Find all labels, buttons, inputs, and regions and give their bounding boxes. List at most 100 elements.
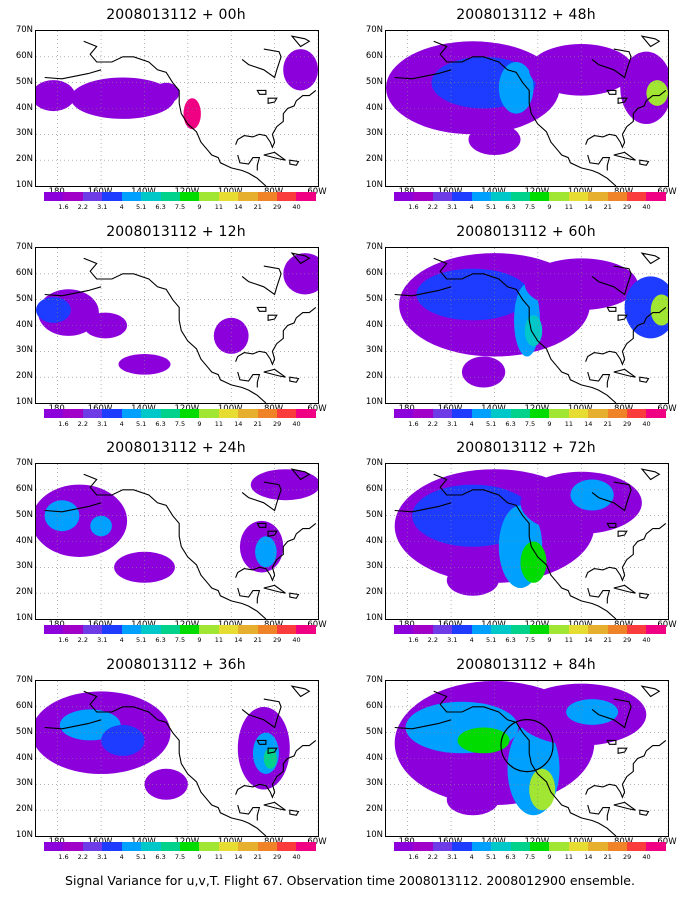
coastline xyxy=(587,371,611,388)
colorbar-segment xyxy=(568,625,589,634)
variance-contour xyxy=(566,699,619,725)
colorbar-label: 3.1 xyxy=(447,420,458,428)
colorbar-label: 4 xyxy=(469,420,474,428)
colorbar-labels: 1.6 2.2 3.1 4 5.1 6.3 7.5 9 11 14 21 29 40 xyxy=(44,636,316,646)
coastline xyxy=(394,286,452,297)
colorbar-label: 14 xyxy=(234,420,243,428)
colorbar-segment xyxy=(627,409,647,418)
lat-tick-label: 70N xyxy=(15,458,33,468)
colorbar-segment xyxy=(452,192,472,201)
coastline xyxy=(256,89,267,95)
map-frame xyxy=(385,680,669,837)
coastline xyxy=(606,89,617,95)
colorbar-label: 40 xyxy=(292,420,301,428)
colorbar-label: 5.1 xyxy=(485,853,497,861)
colorbar-segment xyxy=(63,192,83,201)
coastline xyxy=(267,97,278,104)
lat-tick-label: 10N xyxy=(365,613,383,623)
coastline xyxy=(617,97,628,104)
colorbar-label: 3.1 xyxy=(97,203,108,211)
colorbar-label: 29 xyxy=(273,203,282,211)
colorbar-segment xyxy=(432,409,453,418)
panel-title: 2008013112 + 24h xyxy=(106,440,246,456)
colorbar-segment xyxy=(452,842,472,851)
colorbar-segment xyxy=(549,842,569,851)
coastline xyxy=(585,522,667,582)
colorbar-label: 9 xyxy=(547,853,552,861)
colorbar-label: 6.3 xyxy=(505,420,516,428)
colorbar-label: 1.6 xyxy=(58,420,69,428)
map-frame xyxy=(35,247,319,404)
colorbar-segment xyxy=(102,192,122,201)
coastline xyxy=(289,376,300,383)
map-plot xyxy=(386,681,668,836)
coastline xyxy=(256,522,267,528)
colorbar-segment xyxy=(218,192,239,201)
lat-tick-label: 70N xyxy=(365,242,383,252)
colorbar-segment xyxy=(82,625,103,634)
lat-tick-label: 70N xyxy=(365,25,383,35)
colorbar-segment xyxy=(432,625,453,634)
colorbar-label: 5.1 xyxy=(485,203,497,211)
colorbar-segment xyxy=(568,842,589,851)
colorbar-segment xyxy=(413,409,433,418)
coastline xyxy=(591,481,632,512)
colorbar-label: 21 xyxy=(603,853,612,861)
coastline xyxy=(613,801,636,811)
lon-tick-label: 60W xyxy=(307,187,327,197)
colorbar-label: 5.1 xyxy=(485,636,497,644)
coastline xyxy=(606,739,617,745)
coastline xyxy=(591,48,632,79)
colorbar-segment xyxy=(627,192,647,201)
variance-contour xyxy=(446,564,499,596)
lat-tick-label: 30N xyxy=(15,345,33,356)
coastline xyxy=(613,151,636,161)
colorbar-label: 29 xyxy=(273,636,282,644)
colorbar-label: 6.3 xyxy=(155,636,166,644)
map-frame xyxy=(385,463,669,620)
colorbar-segment xyxy=(529,192,550,201)
map-panel: 2008013112 + 24h70N60N50N40N30N20N10N180… xyxy=(0,433,350,648)
colorbar-label: 7.5 xyxy=(524,636,536,644)
lat-tick-label: 50N xyxy=(15,293,33,304)
coastline xyxy=(235,522,317,582)
map-panel: 2008013112 + 00h70N60N50N40N30N20N10N180… xyxy=(0,0,350,215)
coastline xyxy=(44,719,102,730)
colorbar-segment xyxy=(607,625,628,634)
colorbar-segment xyxy=(141,842,161,851)
coastline xyxy=(639,159,650,166)
coastline xyxy=(640,468,661,481)
lat-tick-label: 10N xyxy=(15,613,33,623)
colorbar-label: 2.2 xyxy=(427,636,439,644)
coastline xyxy=(289,809,300,816)
colorbar-segment xyxy=(257,842,278,851)
colorbar-label: 29 xyxy=(623,853,632,861)
colorbar xyxy=(44,842,316,851)
colorbar-label: 29 xyxy=(273,853,282,861)
coastline xyxy=(433,690,617,836)
colorbar-segment xyxy=(199,192,219,201)
colorbar-segment xyxy=(646,625,666,634)
colorbar-label: 9 xyxy=(547,203,552,211)
colorbar-labels: 1.6 2.2 3.1 4 5.1 6.3 7.5 9 11 14 21 29 40 xyxy=(394,203,666,213)
colorbar-segment xyxy=(471,192,492,201)
panel-title: 2008013112 + 00h xyxy=(106,7,246,23)
coastline xyxy=(44,502,102,513)
colorbar-segment xyxy=(218,625,239,634)
colorbar-label: 1.6 xyxy=(58,636,69,644)
lat-tick-label: 40N xyxy=(365,319,383,330)
colorbar-segment xyxy=(491,625,511,634)
variance-contour xyxy=(83,312,128,339)
lat-tick-label: 50N xyxy=(365,509,383,520)
coastline xyxy=(263,151,286,161)
colorbar-label: 11 xyxy=(214,420,223,428)
panel-title: 2008013112 + 84h xyxy=(456,657,596,673)
lat-tick-label: 50N xyxy=(15,76,33,87)
colorbar-segment xyxy=(413,625,433,634)
coastline xyxy=(237,371,261,388)
lat-tick-label: 30N xyxy=(15,778,33,789)
colorbar-labels: 1.6 2.2 3.1 4 5.1 6.3 7.5 9 11 14 21 29 40 xyxy=(394,636,666,646)
colorbar-segment xyxy=(491,409,511,418)
coastline xyxy=(237,587,261,604)
colorbar-label: 14 xyxy=(584,853,593,861)
